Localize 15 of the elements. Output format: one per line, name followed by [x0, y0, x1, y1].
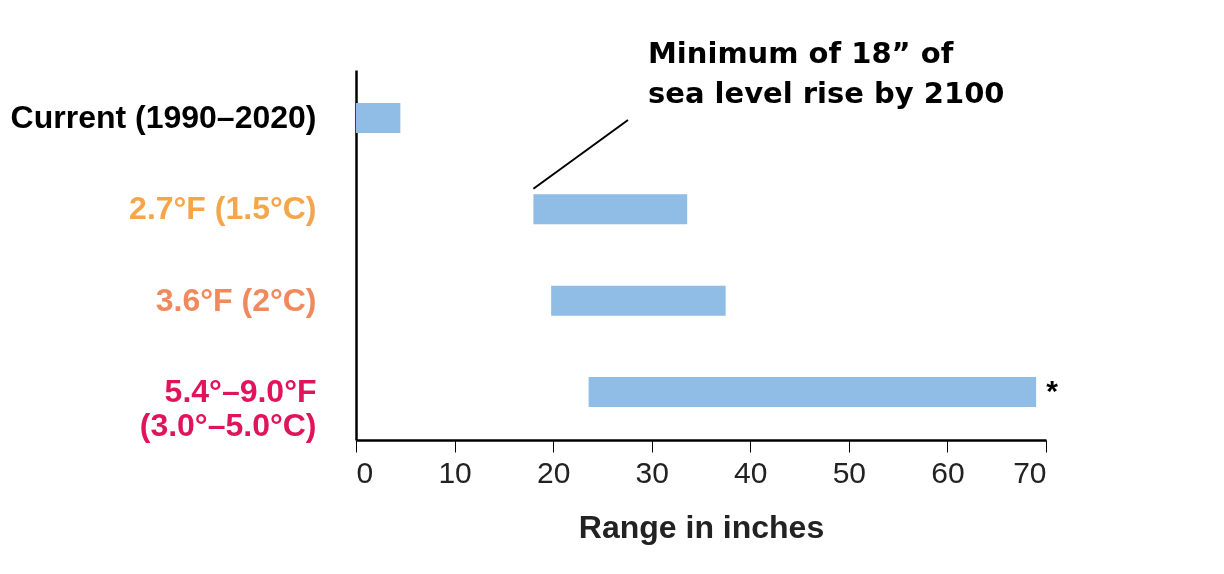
y-tick-label: 5.4°–9.0°F (3.0°–5.0°C) [139, 373, 317, 444]
y-tick-label: 2.7°F (1.5°C) [129, 190, 317, 227]
x-tick-label: 70 [1013, 455, 1047, 489]
x-tick-label: 20 [536, 455, 571, 489]
x-axis-title: Range in inches [578, 508, 825, 545]
annotation: * [1046, 374, 1059, 408]
x-tick-label: 10 [438, 455, 472, 489]
y-tick-label: Current (1990–2020) [10, 98, 317, 135]
x-tick-label: 30 [635, 455, 669, 489]
x-tick-label: 50 [832, 455, 867, 489]
x-tick-label: 60 [931, 455, 965, 489]
x-tick-label: 0 [356, 455, 374, 489]
y-tick-label: 3.6°F (2°C) [155, 281, 317, 318]
annotation: Minimum of 18” of sea level rise by 2100 [648, 36, 1005, 110]
x-tick-label: 40 [734, 455, 768, 489]
